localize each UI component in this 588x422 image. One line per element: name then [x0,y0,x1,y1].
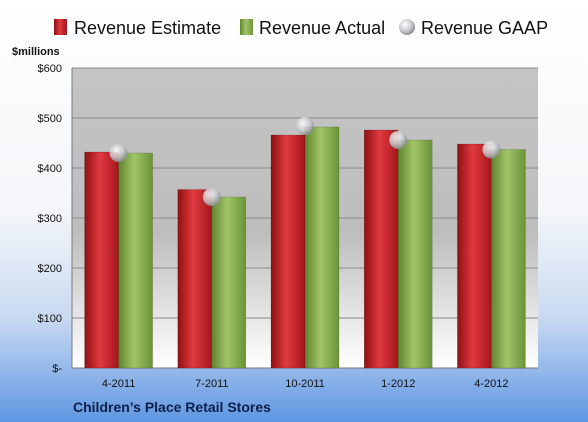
bar-revenue-actual [397,139,433,369]
marker-revenue-gaap [296,117,314,135]
x-tick-label: 4-2012 [474,378,508,390]
bar-revenue-estimate [84,151,119,369]
marker-revenue-gaap [482,140,501,159]
legend-marker-gaap [399,19,415,35]
x-tick-label: 7-2011 [195,378,228,390]
y-tick-label: $100 [38,313,62,325]
y-unit-label: $millions [12,46,60,58]
legend: Revenue Estimate Revenue Actual Revenue … [54,18,548,38]
bar-revenue-estimate [177,189,213,369]
bar-revenue-estimate [363,129,399,369]
marker-layer [109,117,501,206]
axis-layer: $- $100 $200 $300 $400 $500 $600 4-2011 7-2011 10… [38,63,509,390]
legend-label-estimate: Revenue Estimate [74,18,221,38]
x-tick-label: 1-2012 [381,378,415,390]
bar-revenue-actual [304,126,340,369]
bar-revenue-actual [491,149,526,369]
legend-label-gaap: Revenue GAAP [421,18,548,38]
marker-revenue-gaap [109,144,128,162]
bar-revenue-estimate [270,134,306,369]
bar-layer [84,126,526,369]
y-tick-label: $200 [38,263,62,275]
y-tick-label: $- [52,363,62,375]
legend-label-actual: Revenue Actual [259,18,385,38]
marker-revenue-gaap [389,131,408,149]
y-tick-label: $400 [38,163,62,175]
y-tick-label: $300 [38,213,62,225]
y-tick-label: $500 [38,113,62,125]
footer-title: Children’s Place Retail Stores [73,399,271,415]
legend-swatch-actual [240,19,253,35]
bar-revenue-actual [211,196,247,369]
marker-revenue-gaap [202,188,221,206]
legend-swatch-estimate [54,19,67,35]
x-tick-label: 4-2011 [102,378,135,390]
x-tick-label: 10-2011 [285,378,325,390]
bar-revenue-actual [118,152,153,369]
y-tick-label: $600 [38,63,62,75]
bar-revenue-estimate [457,143,492,369]
